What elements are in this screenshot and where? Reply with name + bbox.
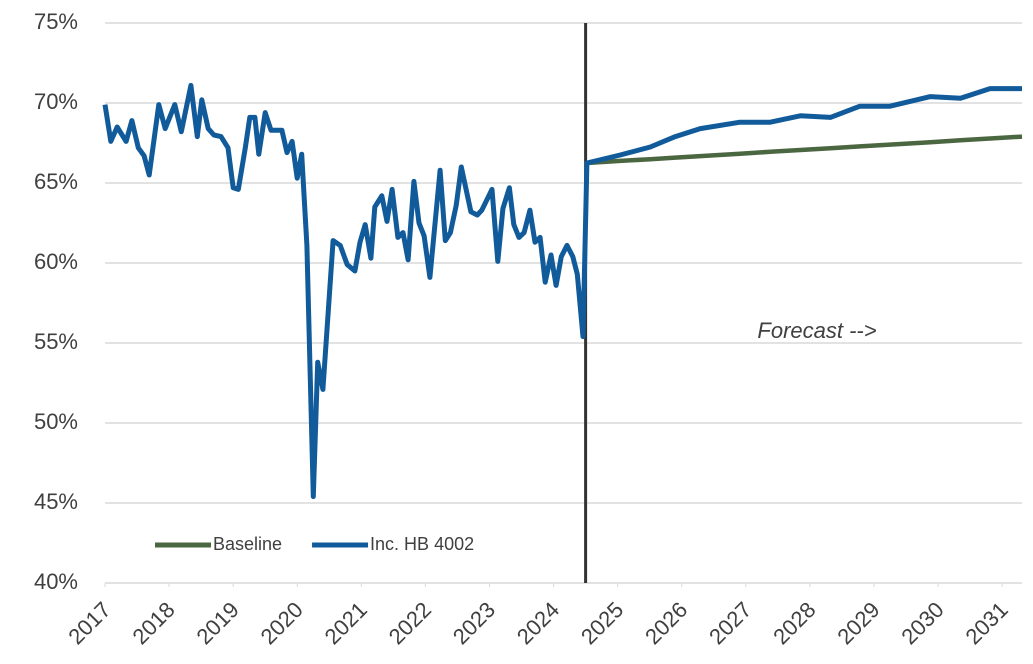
x-tick-label: 2027 [704,597,756,649]
y-tick-label: 40% [34,569,78,594]
legend-label: Baseline [213,534,282,554]
y-tick-label: 50% [34,409,78,434]
y-tick-label: 65% [34,169,78,194]
x-tick-label: 2030 [896,597,948,649]
x-tick-label: 2017 [63,597,115,649]
x-tick-label: 2028 [768,597,820,649]
x-tick-label: 2019 [192,597,244,649]
series-line [102,82,1022,500]
x-tick-label: 2023 [448,597,500,649]
legend-label: Inc. HB 4002 [370,534,474,554]
series-line [586,134,1023,166]
y-tick-label: 60% [34,249,78,274]
annotation: Forecast --> [757,318,876,343]
x-tick-label: 2022 [384,597,436,649]
x-tick-label: 2026 [640,597,692,649]
x-tick-label: 2021 [320,597,372,649]
y-tick-label: 45% [34,489,78,514]
y-tick-label: 55% [34,329,78,354]
x-tick-label: 2020 [256,597,308,649]
x-tick-label: 2029 [832,597,884,649]
y-tick-label: 70% [34,89,78,114]
x-tick-label: 2025 [576,597,628,649]
x-tick-label: 2024 [512,597,564,649]
x-tick-label: 2031 [960,597,1012,649]
x-tick-label: 2018 [127,597,179,649]
y-tick-label: 75% [34,9,78,34]
